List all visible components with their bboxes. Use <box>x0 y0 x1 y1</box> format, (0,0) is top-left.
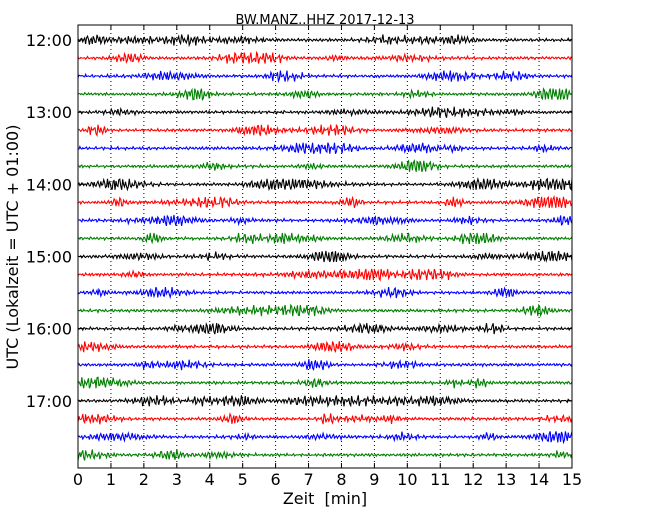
x-tick-label: 4 <box>205 470 215 489</box>
trace-09 <box>77 177 573 192</box>
plot-frame <box>77 24 573 469</box>
x-tick-label: 11 <box>430 470 450 489</box>
y-tick-label: 12:00 <box>26 31 72 50</box>
y-tick-label: 15:00 <box>26 247 72 266</box>
y-axis-ticks: 12:00 13:00 14:00 15:00 16:00 17:00 <box>26 31 572 411</box>
trace-24 <box>77 449 573 461</box>
trace-08 <box>77 159 573 172</box>
x-tick-label: 1 <box>106 470 116 489</box>
x-tick-label: 3 <box>172 470 182 489</box>
y-tick-label: 16:00 <box>26 320 72 339</box>
x-tick-label: 13 <box>496 470 516 489</box>
x-tick-label: 10 <box>397 470 417 489</box>
trace-16 <box>77 303 573 318</box>
trace-07 <box>77 142 573 155</box>
y-tick-label: 13:00 <box>26 103 72 122</box>
trace-20 <box>77 376 573 389</box>
x-tick-label: 12 <box>463 470 483 489</box>
trace-17 <box>77 322 573 335</box>
trace-21 <box>77 394 573 408</box>
trace-10 <box>77 194 573 209</box>
y-axis-label: UTC (Lokalzeit = UTC + 01:00) <box>3 125 22 370</box>
x-tick-label: 9 <box>369 470 379 489</box>
seismogram-traces <box>77 34 573 461</box>
y-tick-label: 17:00 <box>26 392 72 411</box>
trace-22 <box>77 412 573 425</box>
trace-19 <box>77 359 573 371</box>
trace-02 <box>77 50 573 64</box>
x-tick-label: 2 <box>139 470 149 489</box>
x-axis-label: Zeit [min] <box>283 489 367 508</box>
trace-01 <box>77 34 573 48</box>
x-axis-ticks: 0 1 2 3 4 5 6 7 8 9 10 11 12 13 14 15 <box>73 25 582 489</box>
trace-18 <box>77 340 573 354</box>
x-tick-label: 7 <box>303 470 313 489</box>
trace-04 <box>77 87 573 102</box>
trace-13 <box>77 250 573 263</box>
x-tick-label: 14 <box>529 470 549 489</box>
trace-12 <box>77 232 573 245</box>
x-tick-label: 15 <box>562 470 582 489</box>
trace-14 <box>77 268 573 282</box>
trace-11 <box>77 214 573 227</box>
trace-23 <box>77 430 573 445</box>
x-tick-label: 6 <box>271 470 281 489</box>
x-tick-label: 8 <box>336 470 346 489</box>
trace-15 <box>77 286 573 300</box>
x-tick-label: 0 <box>73 470 83 489</box>
chart-title: BW.MANZ..HHZ 2017-12-13 <box>235 13 414 28</box>
trace-06 <box>77 124 573 138</box>
trace-03 <box>77 69 573 84</box>
y-tick-label: 14:00 <box>26 175 72 194</box>
trace-05 <box>77 106 573 118</box>
x-tick-label: 5 <box>238 470 248 489</box>
